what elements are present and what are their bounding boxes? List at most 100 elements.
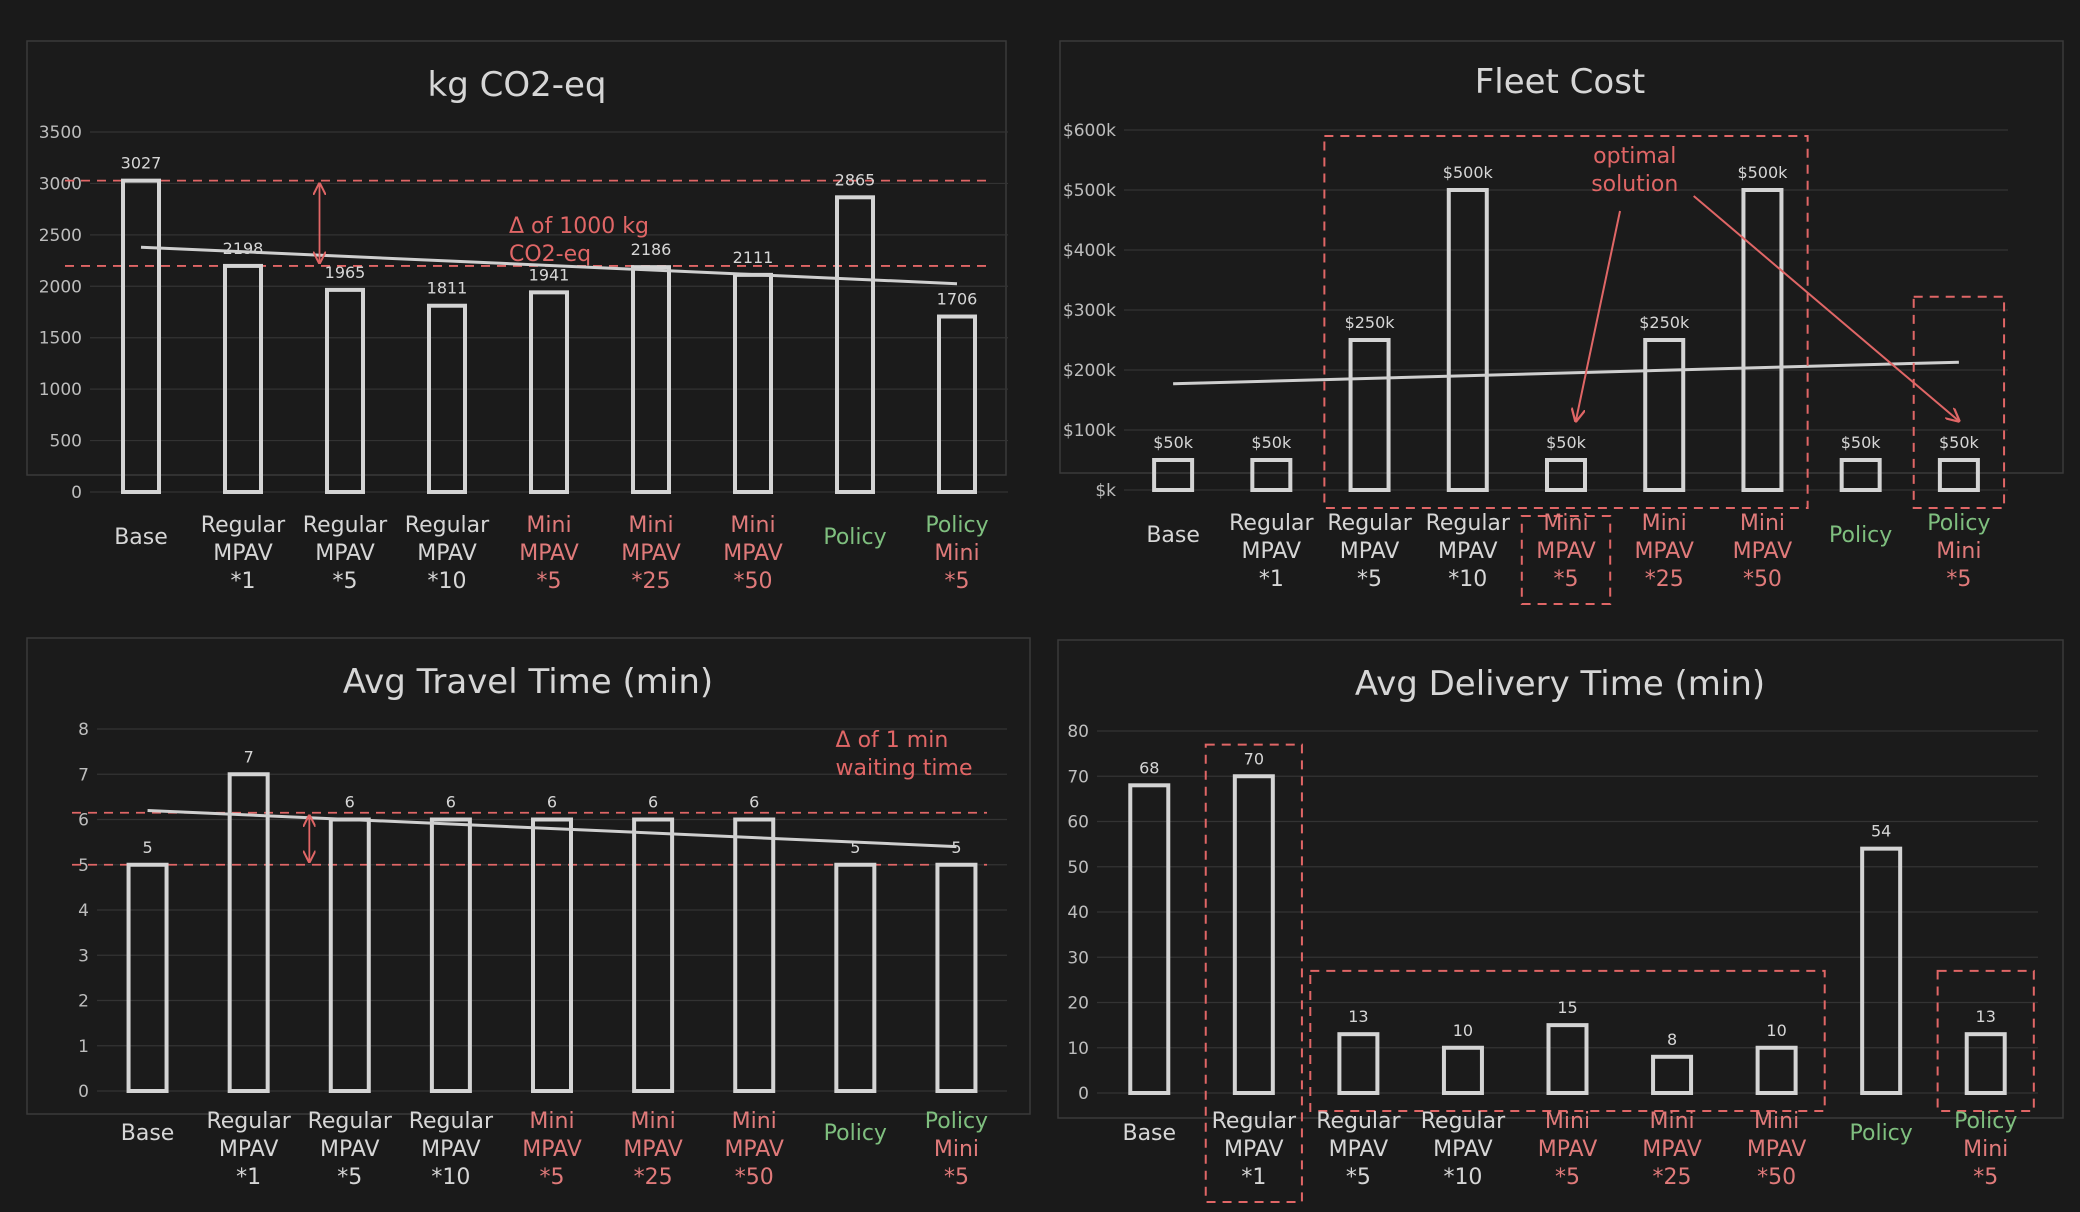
category-label-line: MPAV <box>315 541 375 566</box>
category-label: Regular MPAV *10 <box>1426 511 1511 592</box>
category-label-line: Mini <box>732 1109 777 1134</box>
category-label-line: MPAV <box>1733 539 1793 564</box>
bar <box>834 862 877 1093</box>
data-label: 13 <box>1348 1007 1368 1026</box>
annotation-line: waiting time <box>836 756 973 781</box>
category-label-line: *5 <box>1555 1165 1580 1190</box>
annotation-line: Δ of 1 min <box>836 728 949 753</box>
category-label-line: Mini <box>631 1109 676 1134</box>
category-label-line: Base <box>114 525 168 550</box>
category-label-line: Regular <box>409 1109 494 1134</box>
category-label-line: MPAV <box>519 541 579 566</box>
category-label-line: *1 <box>1259 567 1284 592</box>
chart-panel <box>1057 639 2064 1119</box>
category-label: Mini MPAV *25 <box>1642 1109 1702 1190</box>
category-label-line: Policy <box>1954 1109 2017 1134</box>
category-label-line: *5 <box>1946 567 1971 592</box>
bar <box>531 817 573 1093</box>
y-tick-label: 0 <box>78 1082 89 1102</box>
category-label-line: Mini <box>934 541 979 566</box>
category-label-line: Mini <box>934 1137 979 1162</box>
category-label: Policy Mini *5 <box>925 513 988 594</box>
y-tick-label: 8 <box>78 720 89 740</box>
data-label: $500k <box>1737 163 1788 182</box>
category-label-line: MPAV <box>1340 539 1400 564</box>
category-label: Regular MPAV *10 <box>405 513 490 594</box>
bar <box>1128 783 1171 1095</box>
bar <box>1337 1032 1380 1096</box>
data-label: 2865 <box>835 170 876 189</box>
data-label: $50k <box>1939 433 1980 452</box>
category-label-line: MPAV <box>417 541 477 566</box>
y-tick-label: 20 <box>1067 994 1089 1014</box>
category-label-line: *1 <box>236 1165 261 1190</box>
category-label-line: MPAV <box>621 541 681 566</box>
data-label: 54 <box>1871 822 1891 841</box>
chart-panel <box>1059 40 2064 474</box>
category-label-line: MPAV <box>1536 539 1596 564</box>
chart-title: kg CO2-eq <box>428 65 607 105</box>
category-label-line: *10 <box>431 1165 470 1190</box>
y-tick-label: 30 <box>1067 948 1089 968</box>
chart-panel <box>26 40 1007 476</box>
category-label-line: MPAV <box>213 541 273 566</box>
category-label: Base <box>121 1121 175 1146</box>
category-label-line: *25 <box>1645 567 1684 592</box>
category-label-line: Mini <box>1936 539 1981 564</box>
y-tick-label: $200k <box>1063 361 1116 381</box>
category-label: Regular MPAV *5 <box>308 1109 393 1190</box>
bar <box>227 772 270 1093</box>
data-label: 70 <box>1244 749 1264 768</box>
bar <box>935 862 978 1093</box>
bar <box>1755 1045 1798 1095</box>
y-tick-label: 70 <box>1067 767 1089 787</box>
category-label: Mini MPAV *5 <box>1536 511 1596 592</box>
category-label-line: *25 <box>1653 1165 1692 1190</box>
annotation-text: optimal solution <box>1591 144 1678 197</box>
category-label: Mini MPAV *5 <box>519 513 579 594</box>
category-label-line: MPAV <box>1329 1137 1389 1162</box>
category-label-line: MPAV <box>522 1137 582 1162</box>
category-label-line: MPAV <box>320 1137 380 1162</box>
category-label-line: *5 <box>1346 1165 1371 1190</box>
category-label-line: MPAV <box>1433 1137 1493 1162</box>
category-label: Policy <box>823 525 886 550</box>
category-label-line: Base <box>1146 523 1200 548</box>
category-label-line: Policy <box>823 525 886 550</box>
category-label-line: Regular <box>308 1109 393 1134</box>
trend-line <box>140 245 958 286</box>
highlight-box <box>1936 969 2035 1113</box>
category-label: Mini MPAV *50 <box>1747 1109 1807 1190</box>
category-label: Policy Mini *5 <box>925 1109 988 1190</box>
bar <box>1441 1045 1484 1095</box>
trend-line <box>147 808 957 849</box>
annotation-line: optimal <box>1593 144 1676 169</box>
data-label: $50k <box>1841 433 1882 452</box>
highlight-box <box>1912 295 2006 509</box>
y-tick-label: 500 <box>50 432 82 452</box>
annotation-line: solution <box>1591 172 1678 197</box>
category-label-line: *10 <box>1448 567 1487 592</box>
category-label: Base <box>1122 1121 1176 1146</box>
category-label-line: *1 <box>1241 1165 1266 1190</box>
bar <box>733 817 776 1093</box>
y-tick-label: 0 <box>71 483 82 503</box>
bar <box>121 178 161 494</box>
data-label: 7 <box>244 747 254 766</box>
category-label-line: *25 <box>634 1165 673 1190</box>
category-label-line: MPAV <box>724 1137 784 1162</box>
y-tick-label: $500k <box>1063 181 1116 201</box>
category-label-line: Mini <box>529 1109 574 1134</box>
data-label: 10 <box>1453 1021 1473 1040</box>
data-label: 2198 <box>223 239 264 258</box>
y-tick-label: 3000 <box>39 174 82 194</box>
category-label-line: Mini <box>1754 1109 1799 1134</box>
category-label-line: Mini <box>1740 511 1785 536</box>
data-label: 3027 <box>121 154 162 173</box>
bar <box>1860 846 1903 1096</box>
y-tick-label: 5 <box>78 856 89 876</box>
category-label-line: Regular <box>1327 511 1412 536</box>
chart-travel: Avg Travel Time (min) 0 1 2 3 4 5 6 7 8 5 7 6 6 6 6 6 5 5 Δ… <box>26 637 1031 1190</box>
highlight-box <box>1309 969 1826 1113</box>
category-label-line: Mini <box>1963 1137 2008 1162</box>
